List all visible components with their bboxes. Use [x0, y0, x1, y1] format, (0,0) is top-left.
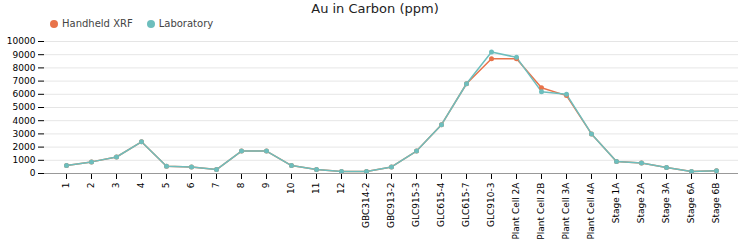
svg-text:1000: 1000 [13, 155, 36, 165]
svg-text:Stage 6A: Stage 6A [686, 182, 696, 224]
svg-text:GLC615-4: GLC615-4 [436, 182, 446, 227]
svg-text:12: 12 [336, 183, 346, 194]
svg-text:4: 4 [136, 182, 146, 188]
svg-text:8: 8 [236, 182, 246, 188]
html-text:Au in Carbon (ppm): Au in Carbon (ppm) [311, 1, 439, 16]
svg-text:Plant Cell 2B: Plant Cell 2B [536, 183, 546, 240]
svg-text:0: 0 [30, 168, 36, 178]
svg-text:GLC615-7: GLC615-7 [461, 183, 471, 227]
svg-text:7000: 7000 [13, 76, 36, 86]
svg-text:Plant Cell 4A: Plant Cell 4A [586, 182, 596, 240]
svg-text:10: 10 [286, 182, 296, 194]
svg-text:5: 5 [161, 183, 171, 189]
svg-text:9000: 9000 [13, 50, 36, 60]
svg-text:Stage 3A: Stage 3A [661, 182, 671, 224]
svg-text:2000: 2000 [13, 142, 36, 152]
svg-text:11: 11 [311, 183, 321, 194]
svg-text:9: 9 [261, 182, 271, 188]
svg-text:Stage 6B: Stage 6B [711, 183, 721, 224]
svg-text:8000: 8000 [13, 63, 36, 73]
svg-text:3000: 3000 [13, 129, 36, 139]
svg-text:GBC314-2: GBC314-2 [361, 183, 371, 228]
svg-text:Plant Cell 3A: Plant Cell 3A [561, 182, 571, 240]
svg-text:GLC915-3: GLC915-3 [411, 183, 421, 227]
svg-text:6: 6 [186, 182, 196, 188]
svg-text:7: 7 [211, 183, 221, 189]
svg-text:Stage 1A: Stage 1A [611, 182, 621, 224]
svg-text:10000: 10000 [7, 36, 36, 46]
svg-text:3: 3 [111, 183, 121, 189]
svg-text:2: 2 [86, 183, 96, 189]
svg-text:Plant Cell 2A: Plant Cell 2A [511, 182, 521, 240]
svg-text:5000: 5000 [13, 102, 36, 112]
svg-text:1: 1 [61, 183, 71, 189]
html-text:Handheld XRF: Handheld XRF [62, 18, 133, 29]
html-text:Laboratory: Laboratory [158, 18, 214, 29]
svg-text:GLC910-3: GLC910-3 [486, 183, 496, 227]
svg-text:Stage 2A: Stage 2A [636, 182, 646, 224]
svg-text:GBC913-2: GBC913-2 [386, 183, 396, 228]
svg-text:4000: 4000 [13, 116, 36, 126]
svg-text:6000: 6000 [13, 89, 36, 99]
